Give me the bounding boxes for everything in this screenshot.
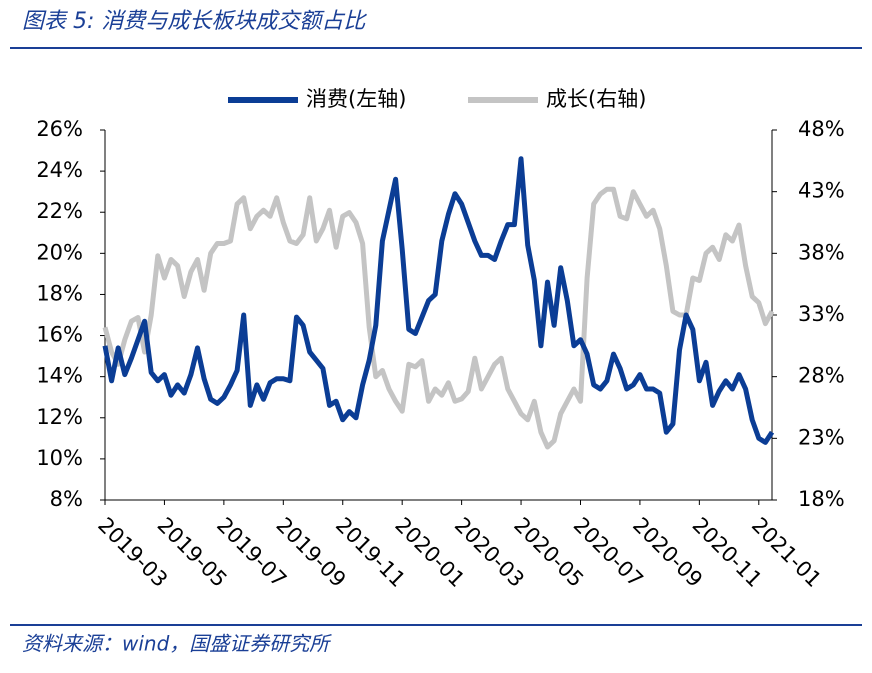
- y-tick-label: 20%: [36, 240, 83, 264]
- y2-tick-label: 43%: [798, 179, 845, 203]
- legend-label: 成长(右轴): [546, 87, 646, 111]
- y-tick-label: 24%: [36, 158, 83, 182]
- y-tick-label: 26%: [36, 117, 83, 141]
- y2-tick-label: 33%: [798, 302, 845, 326]
- y-tick-label: 18%: [36, 281, 83, 305]
- legend-label: 消费(左轴): [306, 87, 406, 111]
- source-note: 资料来源：wind，国盛证券研究所: [22, 632, 332, 656]
- series-line: [102, 156, 775, 445]
- series-line: [102, 186, 775, 450]
- y-tick-label: 22%: [36, 199, 83, 223]
- y-tick-label: 8%: [50, 487, 83, 511]
- y2-tick-label: 38%: [798, 240, 845, 264]
- y2-tick-label: 28%: [798, 364, 845, 388]
- chart-title: 图表 5: 消费与成长板块成交额占比: [22, 9, 367, 34]
- y-tick-label: 16%: [36, 323, 83, 347]
- y-tick-label: 12%: [36, 405, 83, 429]
- y-tick-label: 14%: [36, 364, 83, 388]
- y2-tick-label: 18%: [798, 487, 845, 511]
- y-tick-label: 10%: [36, 446, 83, 470]
- y2-tick-label: 48%: [798, 117, 845, 141]
- y2-tick-label: 23%: [798, 425, 845, 449]
